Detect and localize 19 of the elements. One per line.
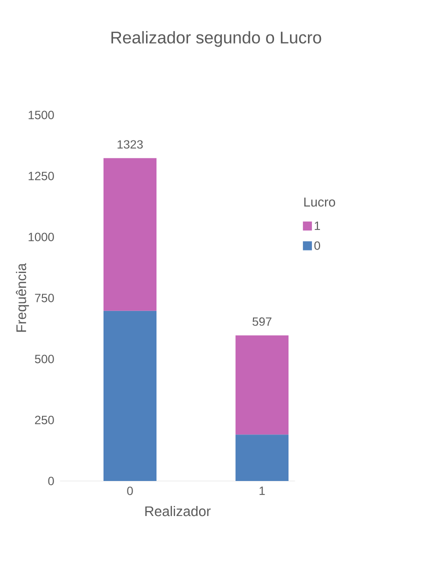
y-axis-title: Frequência bbox=[16, 263, 29, 332]
y-tick-label: 0 bbox=[48, 476, 54, 486]
total-label: 1323 bbox=[118, 140, 143, 149]
bar bbox=[236, 434, 289, 481]
bar bbox=[104, 310, 156, 481]
legend-label: 1 bbox=[314, 222, 320, 230]
total-label: 597 bbox=[252, 317, 272, 326]
legend-title: Lucro bbox=[304, 198, 336, 207]
x-axis-title: Realizador bbox=[145, 506, 211, 516]
y-tick-label: 250 bbox=[35, 416, 54, 424]
y-tick-label: 500 bbox=[34, 354, 54, 364]
chart-title: Realizador segundo o Lucro bbox=[111, 31, 322, 47]
legend-label: 0 bbox=[314, 241, 320, 250]
y-tick-label: 1500 bbox=[28, 110, 54, 120]
y-tick-label: 1000 bbox=[28, 232, 54, 242]
bar bbox=[104, 158, 156, 311]
y-tick-label: 1250 bbox=[28, 172, 54, 180]
y-tick-label: 750 bbox=[35, 294, 54, 302]
bar bbox=[236, 335, 289, 435]
